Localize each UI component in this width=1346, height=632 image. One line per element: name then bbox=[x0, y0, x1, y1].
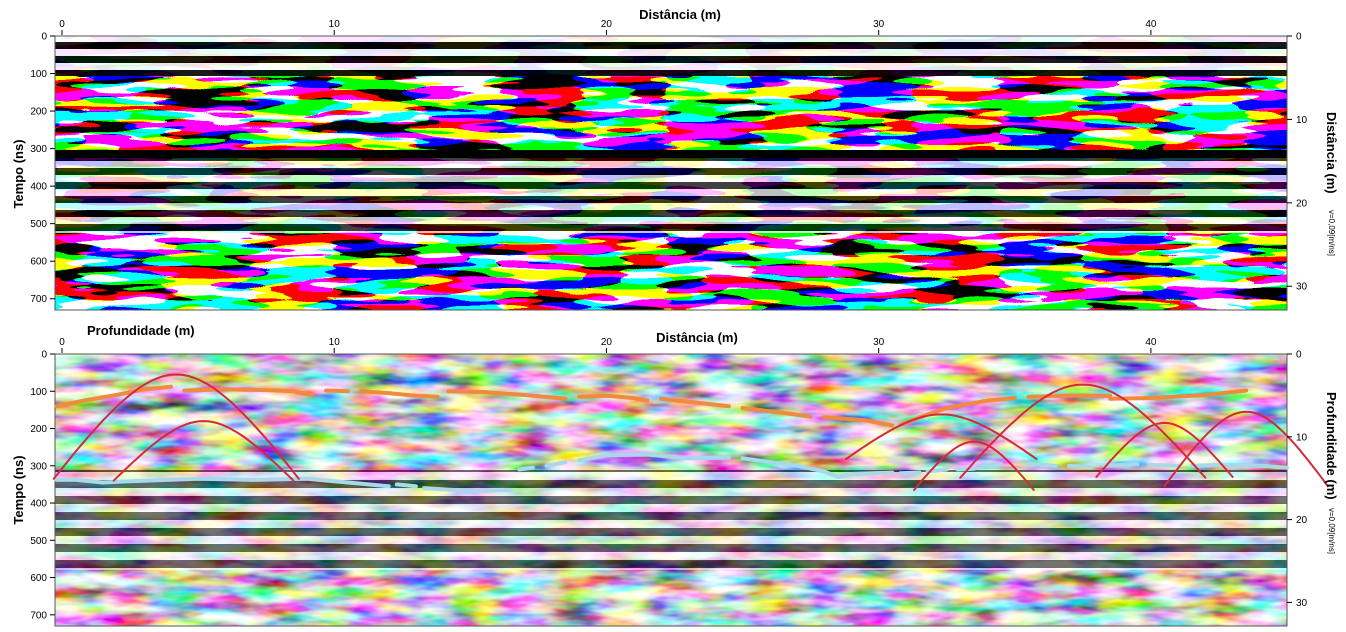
x-tick-label: 40 bbox=[1145, 19, 1157, 30]
bottom-y2-ticks: 0 10 20 30 bbox=[1287, 350, 1308, 609]
lower-reflector-segment bbox=[898, 470, 922, 476]
y-tick-label: 300 bbox=[30, 461, 47, 472]
bottom-y2label: Profundidade (m) bbox=[1324, 392, 1339, 500]
top-plot-frame bbox=[54, 35, 1288, 311]
y-tick-label: 700 bbox=[30, 294, 47, 305]
lower-reflector-segment bbox=[980, 462, 1004, 468]
lower-reflector-segment bbox=[1189, 463, 1289, 470]
upper-reflector-segment bbox=[182, 387, 315, 397]
upper-reflector-segment bbox=[658, 396, 731, 409]
upper-reflector-segment bbox=[1108, 388, 1249, 401]
y-tick-label: 600 bbox=[30, 257, 47, 268]
y2-tick-label: 0 bbox=[1296, 32, 1302, 43]
x-tick-label: 10 bbox=[329, 19, 341, 30]
bottom-x-ticks: 0 10 20 30 40 bbox=[59, 337, 1157, 353]
diffraction-hyperbola bbox=[845, 413, 1038, 461]
y2-tick-label: 10 bbox=[1296, 115, 1308, 126]
diffraction-hyperbola bbox=[1163, 410, 1329, 488]
diffraction-hyperbola bbox=[1095, 421, 1234, 478]
top-y-ticks: 0 100 200 300 400 500 600 700 bbox=[30, 32, 55, 305]
x-tick-label: 30 bbox=[873, 337, 885, 348]
top-ylabel: Tempo (ns) bbox=[11, 139, 26, 208]
interpretation-overlay bbox=[52, 373, 1329, 494]
upper-reflector-segment bbox=[54, 384, 173, 409]
bottom-plot-frame bbox=[54, 353, 1288, 627]
upper-reflector-segment bbox=[1026, 393, 1113, 399]
x-tick-label: 30 bbox=[873, 19, 885, 30]
lower-reflector-segment bbox=[1148, 463, 1181, 468]
top-radargram bbox=[55, 36, 1287, 310]
diffraction-hyperbola bbox=[112, 420, 295, 482]
upper-reflector-segment bbox=[359, 389, 440, 399]
y-tick-label: 400 bbox=[30, 182, 47, 193]
diffraction-hyperbola bbox=[959, 383, 1207, 479]
y2-tick-label: 20 bbox=[1296, 198, 1308, 209]
lower-reflector-segment bbox=[517, 465, 535, 472]
lower-reflector-segment bbox=[1102, 462, 1140, 468]
lower-reflector-segment bbox=[577, 452, 731, 463]
y2-tick-label: 30 bbox=[1296, 598, 1308, 609]
y-tick-label: 500 bbox=[30, 536, 47, 547]
y-tick-label: 600 bbox=[30, 573, 47, 584]
y-tick-label: 100 bbox=[30, 69, 47, 80]
bottom-corner-label: Profundidade (m) bbox=[87, 323, 195, 338]
bottom-title: Distância (m) bbox=[656, 330, 738, 345]
lower-reflector-segment bbox=[394, 482, 418, 489]
upper-reflector-segment bbox=[446, 389, 568, 401]
upper-reflector-segment bbox=[577, 393, 650, 403]
upper-reflector-segment bbox=[740, 406, 813, 419]
bottom-ylabel: Tempo (ns) bbox=[11, 455, 26, 524]
x-tick-label: 0 bbox=[59, 337, 65, 348]
y2-tick-label: 20 bbox=[1296, 515, 1308, 526]
top-y2label: Distância (m) bbox=[1324, 112, 1339, 194]
x-tick-label: 20 bbox=[601, 337, 613, 348]
diffraction-hyperbola bbox=[913, 440, 1035, 491]
x-tick-label: 20 bbox=[601, 19, 613, 30]
diffraction-hyperbola bbox=[52, 373, 300, 480]
y2-tick-label: 10 bbox=[1296, 432, 1308, 443]
x-tick-label: 10 bbox=[329, 337, 341, 348]
x-tick-label: 0 bbox=[59, 19, 65, 30]
y-tick-label: 300 bbox=[30, 144, 47, 155]
lower-reflector-segment bbox=[1026, 461, 1058, 468]
y-tick-label: 200 bbox=[30, 107, 47, 118]
top-title: Distância (m) bbox=[639, 7, 721, 22]
top-panel: Distância (m) 0 10 20 30 40 0100200300400500… bbox=[11, 7, 1339, 311]
upper-reflector-segment bbox=[324, 388, 350, 394]
lower-reflector-segment bbox=[740, 456, 895, 479]
top-y2unit: v=0,09[m/ns] bbox=[1327, 210, 1336, 256]
lower-reflector-segment bbox=[100, 476, 391, 489]
lower-reflector-segment bbox=[54, 477, 105, 485]
bottom-y-ticks: 0 100 200 300 400 500 600 700 bbox=[30, 350, 55, 621]
upper-reflector-segment bbox=[822, 415, 895, 428]
y-tick-label: 100 bbox=[30, 387, 47, 398]
y2-tick-label: 30 bbox=[1296, 282, 1308, 293]
bottom-radargram bbox=[55, 354, 1287, 626]
y-tick-label: 400 bbox=[30, 499, 47, 510]
y-tick-label: 500 bbox=[30, 219, 47, 230]
y-tick-label: 0 bbox=[41, 350, 47, 361]
lower-reflector-segment bbox=[955, 466, 976, 472]
lower-reflector-segment bbox=[422, 486, 514, 494]
bottom-y2unit: v=0,09[m/ns] bbox=[1327, 508, 1336, 554]
top-x-ticks: 0 10 20 30 40 bbox=[59, 19, 1157, 35]
top-y2-ticks: 0 10 20 30 bbox=[1287, 32, 1308, 293]
bottom-panel: Distância (m) Profundidade (m) 0 10 20 30 40… bbox=[11, 323, 1339, 627]
lower-reflector-segment bbox=[544, 460, 568, 468]
y-tick-label: 700 bbox=[30, 610, 47, 621]
x-tick-label: 40 bbox=[1145, 337, 1157, 348]
y2-tick-label: 0 bbox=[1296, 350, 1302, 361]
y-tick-label: 200 bbox=[30, 424, 47, 435]
y-tick-label: 0 bbox=[41, 32, 47, 43]
lower-reflector-segment bbox=[1067, 463, 1093, 470]
